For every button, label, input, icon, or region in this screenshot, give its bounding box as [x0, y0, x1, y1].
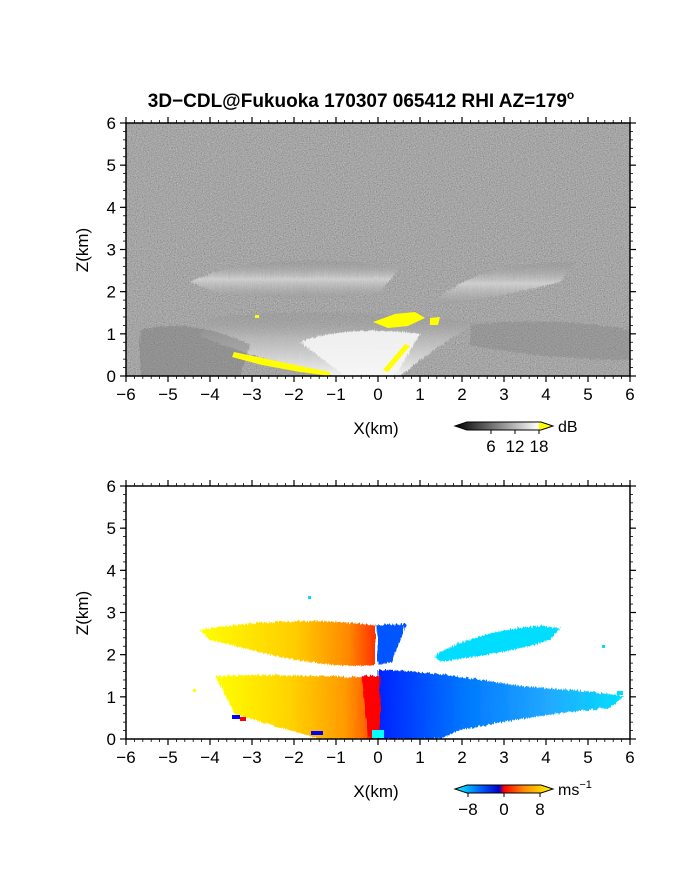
- x-tick-label: 0: [373, 748, 382, 767]
- upper-far-plume: [434, 626, 560, 662]
- x-axis: −6 −5 −4 −3 −2 −1 0 1 2 3 4 5 6: [116, 480, 635, 767]
- velocity-speckles: [193, 596, 623, 738]
- y-tick-label: 0: [107, 367, 116, 386]
- y-tick-label: 3: [107, 604, 116, 623]
- x-tick-label: 4: [541, 385, 550, 404]
- x-tick-label: −4: [200, 385, 219, 404]
- x-tick-label: −4: [200, 748, 219, 767]
- y-tick-label: 0: [107, 730, 116, 749]
- x-tick-label: 6: [625, 385, 634, 404]
- unit-exponent: −1: [579, 779, 592, 791]
- y-tick-label: 5: [107, 519, 116, 538]
- colorbar-bar: [453, 421, 555, 431]
- velocity-echoes: [200, 621, 624, 739]
- x-tick-label: −3: [242, 748, 261, 767]
- y-tick-label: 6: [107, 477, 116, 496]
- x-tick-label: 2: [457, 748, 466, 767]
- y-tick-label: 2: [107, 646, 116, 665]
- x-tick-label: 4: [541, 748, 550, 767]
- y-tick-label: 2: [107, 283, 116, 302]
- x-tick-label: 3: [499, 748, 508, 767]
- red-shear-band: [362, 676, 380, 739]
- x-tick-label: 3: [499, 385, 508, 404]
- reflectivity-field: [126, 123, 630, 376]
- y-tick-label: 4: [107, 198, 116, 217]
- x-axis: −6 −5 −4 −3 −2 −1 0 1 2 3 4 5 6: [116, 117, 635, 404]
- x-tick-label: −6: [116, 385, 135, 404]
- x-tick-label: 5: [583, 385, 592, 404]
- x-tick-label: −2: [284, 748, 303, 767]
- colorbar-unit: ms−1: [558, 779, 592, 799]
- x-tick-label: 2: [457, 385, 466, 404]
- x-tick-label: 1: [415, 748, 424, 767]
- y-tick-label: 1: [107, 688, 116, 707]
- x-tick-label: 6: [625, 748, 634, 767]
- y-tick-label: 4: [107, 561, 116, 580]
- x-tick-label: 0: [373, 385, 382, 404]
- colorbar-ticks: −8 0 8: [458, 793, 545, 819]
- colorbar-tick-label: 12: [506, 437, 525, 456]
- lower-positive-fan: [215, 675, 378, 739]
- reflectivity-colorbar: dB 6 12 18: [453, 419, 578, 456]
- colorbar-tick-label: −8: [458, 800, 477, 819]
- y-tick-label: 3: [107, 241, 116, 260]
- upper-positive-plume: [200, 621, 375, 666]
- saturated-echo: [232, 312, 440, 376]
- x-tick-label: −5: [158, 385, 177, 404]
- upper-negative-plume: [377, 624, 406, 665]
- colorbar-tick-label: 8: [535, 800, 544, 819]
- x-axis-label: X(km): [353, 782, 398, 801]
- y-axis: 0 1 2 3 4 5 6: [107, 114, 636, 386]
- colorbar-ticks: 6 12 18: [486, 430, 548, 456]
- colorbar-tick-label: 6: [486, 437, 495, 456]
- colorbar-tick-label: 18: [530, 437, 549, 456]
- velocity-field: [126, 486, 630, 739]
- x-tick-label: −5: [158, 748, 177, 767]
- x-tick-label: 1: [415, 385, 424, 404]
- lower-negative-fan: [378, 670, 624, 739]
- x-tick-label: 5: [583, 748, 592, 767]
- colorbar-bar: [453, 784, 555, 794]
- y-axis-label: Z(km): [73, 591, 92, 635]
- y-tick-label: 6: [107, 114, 116, 133]
- figure-title: 3D−CDL@Fukuoka 170307 065412 RHI AZ=179o: [148, 88, 575, 112]
- colorbar-tick-label: 0: [499, 800, 508, 819]
- y-tick-label: 1: [107, 325, 116, 344]
- colorbar-unit: dB: [558, 419, 578, 436]
- x-tick-label: −2: [284, 385, 303, 404]
- y-axis: 0 1 2 3 4 5 6: [107, 477, 636, 749]
- x-tick-label: −1: [326, 748, 345, 767]
- velocity-colorbar: ms−1 −8 0 8: [453, 779, 592, 819]
- right-upper-plume: [436, 262, 575, 305]
- degree-mark: o: [567, 88, 574, 102]
- y-axis-label: Z(km): [73, 228, 92, 272]
- x-tick-label: −3: [242, 385, 261, 404]
- left-upper-plume: [190, 260, 400, 298]
- x-axis-label: X(km): [353, 419, 398, 438]
- x-tick-label: −1: [326, 385, 345, 404]
- y-tick-label: 5: [107, 156, 116, 175]
- right-low-haze: [470, 321, 630, 360]
- left-low-haze: [140, 325, 250, 376]
- x-tick-label: −6: [116, 748, 135, 767]
